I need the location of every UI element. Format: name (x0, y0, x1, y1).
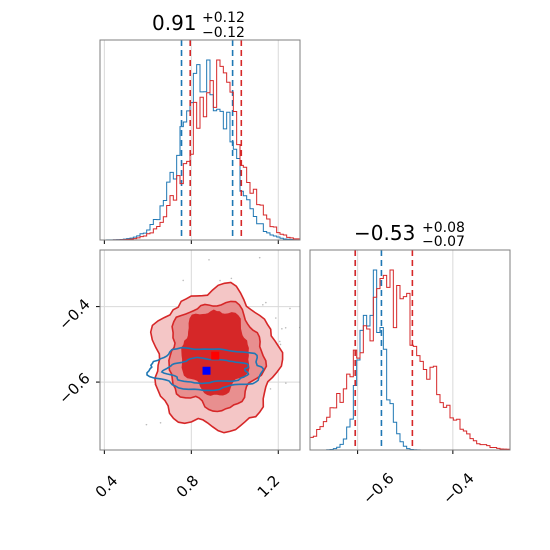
x-tick-label-08: 0.8 (173, 472, 203, 502)
top-hist-blue (99, 59, 301, 241)
right-hist-red (309, 269, 511, 450)
marker-marker_blue (202, 366, 211, 375)
scatter-point (289, 307, 291, 310)
x-tick-label-04: 0.4 (92, 472, 122, 502)
blue-contour-outer (146, 346, 265, 392)
scatter-point (219, 279, 221, 282)
scatter-point (275, 317, 277, 319)
title1-value: 0.91 (152, 11, 197, 35)
top-hist-red (99, 59, 301, 241)
scatter-point (265, 301, 267, 304)
title1-upper: +0.12 (202, 10, 245, 26)
title2-value: −0.53 (354, 221, 415, 245)
scatter-point (262, 304, 264, 306)
panel-top-left-histogram (99, 39, 301, 244)
marker-marker_red (211, 351, 220, 360)
scatter-point (284, 327, 287, 329)
scatter-point (230, 277, 233, 280)
blue-contour-inner (160, 356, 250, 385)
title1-lower: −0.12 (202, 25, 245, 41)
x2-tick-label-neg06: −0.6 (359, 469, 397, 507)
scatter-point (278, 340, 281, 343)
panel-bottom-right-histogram (309, 249, 511, 454)
contour-frame (99, 249, 301, 451)
right-frame (309, 249, 511, 451)
scatter-point (258, 256, 261, 259)
x-tick-label-12: 1.2 (254, 472, 284, 502)
scatter-point (281, 328, 283, 330)
y-tick-label-neg06: −0.6 (55, 369, 93, 407)
scatter-point (145, 423, 148, 426)
panel-bottom-left-contour (96, 249, 301, 454)
scatter-point (159, 421, 162, 424)
panel-title-param2: −0.53 (354, 221, 415, 245)
scatter-point (279, 343, 282, 346)
top-frame (99, 39, 301, 241)
x2-tick-label-neg04: −0.4 (439, 469, 477, 507)
scatter-point (285, 382, 287, 384)
panel-title-param1: 0.91 (152, 11, 197, 35)
scatter-point (182, 279, 184, 282)
title2-lower: −0.07 (422, 234, 465, 250)
scatter-point (208, 258, 210, 261)
y-tick-label-neg04: −0.4 (55, 295, 93, 333)
title2-upper: +0.08 (422, 220, 465, 236)
scatter-point (269, 388, 272, 390)
